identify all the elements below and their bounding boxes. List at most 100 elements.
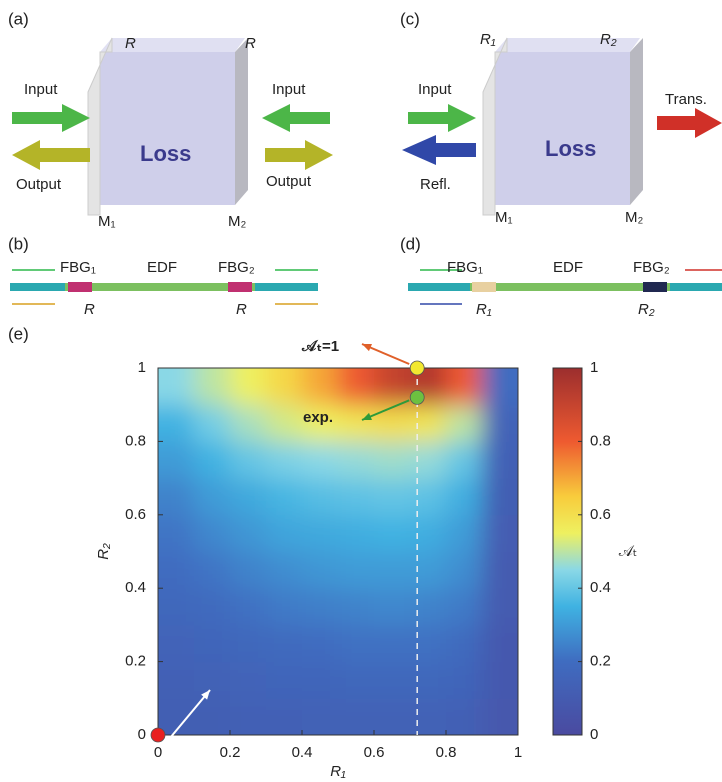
arrow (408, 104, 476, 132)
heat-cell (194, 515, 231, 552)
heat-cell (302, 478, 339, 515)
panel-label: (c) (400, 9, 420, 28)
heat-cell (446, 588, 483, 625)
heat-cell (410, 478, 447, 515)
arrow (262, 104, 330, 132)
heat-cell (446, 552, 483, 589)
heat-cell (230, 478, 267, 515)
heat-cell (302, 515, 339, 552)
heat-cell (374, 625, 411, 662)
heat-cell (302, 662, 339, 699)
heat-cell (338, 625, 375, 662)
heat-cell (374, 662, 411, 699)
marker (151, 728, 165, 742)
heat-cell (374, 441, 411, 478)
heat-cell (338, 662, 375, 699)
x-tick-label: 0.4 (292, 744, 313, 761)
heat-cell (338, 405, 375, 442)
heat-cell (194, 405, 231, 442)
panel-label: (b) (8, 234, 29, 253)
heat-cell (266, 588, 303, 625)
y-tick-label: 0.4 (125, 579, 146, 596)
heat-cell (446, 478, 483, 515)
mirror-name: M₂ (228, 213, 246, 230)
mirror-label: R (245, 35, 256, 52)
heat-cell (446, 662, 483, 699)
fbg-label: FBG₂ (218, 259, 255, 276)
r-label: R (236, 301, 247, 318)
edf-label: EDF (147, 259, 177, 276)
fbg (68, 282, 92, 292)
heat-cell (410, 625, 447, 662)
mirror-name: M₁ (495, 209, 513, 226)
colorbar-tick-label: 0.8 (590, 432, 611, 449)
heat-cell (446, 625, 483, 662)
arrow (657, 108, 722, 138)
heat-cell (266, 625, 303, 662)
mirror-label: R₁ (480, 31, 496, 48)
heat-cell (266, 478, 303, 515)
arrow (265, 140, 333, 170)
heat-cell (482, 338, 549, 405)
x-tick-label: 1 (514, 744, 522, 761)
heat-cell (482, 515, 549, 552)
heat-cell (482, 552, 549, 589)
mirror-name: M₂ (625, 209, 643, 226)
y-tick-label: 0.2 (125, 653, 146, 670)
heat-cell (374, 478, 411, 515)
cavity (88, 38, 248, 215)
heat-cell (410, 441, 447, 478)
heat-cell (410, 552, 447, 589)
y-tick-label: 0 (138, 726, 146, 743)
fbg (228, 282, 252, 292)
heat-cell (482, 478, 549, 515)
heat-cell (266, 515, 303, 552)
panel-d: (d) FBG₁ EDF FBG₂ R₁ R₂ (400, 234, 722, 317)
fbg-label: FBG₂ (633, 259, 670, 276)
panel-b: (b) FBG₁ EDF FBG₂ R R (8, 234, 318, 317)
colorbar-tick-label: 0.2 (590, 653, 611, 670)
heat-cell (482, 405, 549, 442)
heat-cell (302, 625, 339, 662)
heat-cell (230, 588, 267, 625)
y-tick-label: 1 (138, 359, 146, 376)
panel-label: (d) (400, 234, 421, 253)
loss-label: Loss (140, 141, 191, 166)
panel-label: (e) (8, 324, 29, 343)
heat-cell (410, 515, 447, 552)
colorbar-tick-label: 0.4 (590, 579, 611, 596)
x-axis-label: R₁ (330, 763, 346, 780)
heat-cell (302, 552, 339, 589)
heat-cell (374, 515, 411, 552)
arrow (402, 135, 476, 165)
heat-cell (410, 405, 447, 442)
y-axis-label: R₂ (95, 543, 112, 560)
panel-label: (a) (8, 9, 29, 28)
trans-label: Trans. (665, 91, 707, 108)
heat-cell (230, 552, 267, 589)
heat-cell (446, 405, 483, 442)
x-tick-label: 0.6 (364, 744, 385, 761)
edf-label: EDF (553, 259, 583, 276)
annotation: 𝒜ₜ=1 (301, 338, 339, 355)
arrow (12, 104, 90, 132)
x-tick-label: 0.2 (220, 744, 241, 761)
input-label: Input (24, 81, 58, 98)
r-label: R₂ (638, 301, 655, 318)
heatmap (128, 338, 549, 766)
heat-cell (194, 338, 231, 405)
heat-cell (410, 588, 447, 625)
heat-cell (482, 441, 549, 478)
y-tick-label: 0.6 (125, 506, 146, 523)
heat-cell (266, 441, 303, 478)
colorbar-tick-label: 0.6 (590, 506, 611, 523)
colorbar-label: 𝒜ₜ (619, 543, 638, 560)
output-label: Output (266, 173, 312, 190)
mirror-label: R₂ (600, 31, 617, 48)
heat-cell (194, 625, 231, 662)
fbg (643, 282, 667, 292)
heat-cell (302, 588, 339, 625)
r-label: R (84, 301, 95, 318)
heat-cell (482, 662, 549, 699)
